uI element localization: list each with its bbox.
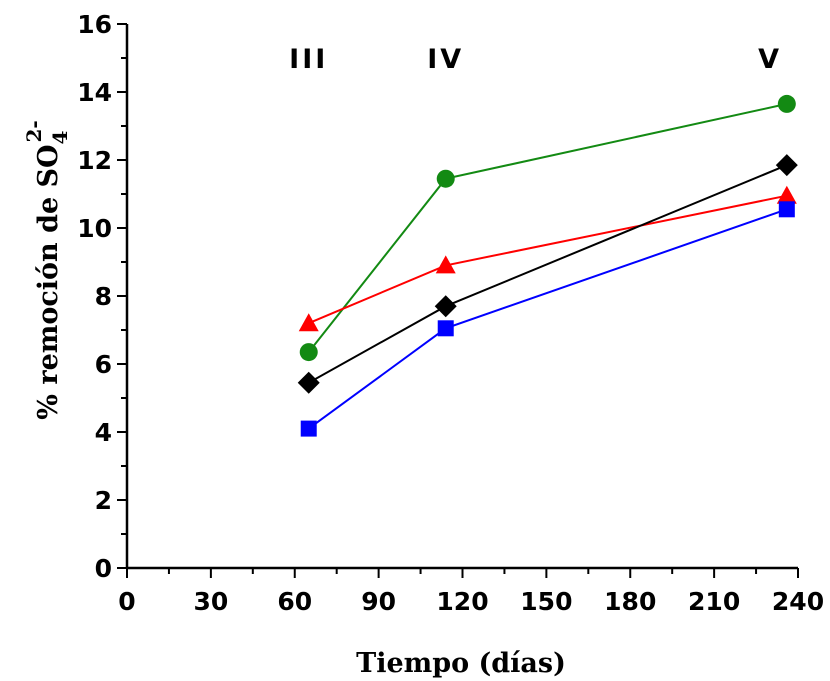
series-square: [300, 201, 795, 437]
y-tick-label: 8: [95, 282, 112, 311]
y-axis-title-superscript: 2-: [22, 120, 46, 142]
series-line: [308, 164, 788, 384]
y-tick-label: 10: [77, 214, 112, 243]
x-tick-label: 0: [118, 587, 135, 616]
y-tick-label: 2: [95, 486, 112, 515]
series-diamond: [297, 154, 798, 394]
data-point: [778, 201, 795, 218]
x-tick-label: 120: [436, 587, 488, 616]
svg-text:% remoción de SO42-: % remoción de SO42-: [22, 120, 72, 419]
x-tick-label: 210: [688, 587, 740, 616]
data-point: [437, 320, 454, 337]
data-point: [436, 169, 455, 188]
series-layer: [297, 94, 798, 437]
data-point: [775, 154, 798, 177]
stage-label: IV: [427, 44, 464, 75]
data-point: [777, 94, 796, 113]
y-tick-label: 6: [95, 350, 112, 379]
data-point: [300, 420, 317, 437]
stage-label: III: [289, 44, 328, 75]
stage-label: V: [758, 44, 782, 75]
y-tick-label: 16: [77, 10, 112, 39]
data-point: [299, 343, 318, 362]
x-tick-label: 30: [193, 587, 228, 616]
x-tick-label: 240: [772, 587, 824, 616]
y-tick-label: 12: [77, 146, 112, 175]
y-axis-title-main: % remoción de SO: [33, 144, 64, 419]
axis-ticks: 0 30 60 90 120 150 180 210 240 0 2 4 6 8 10 12 14 16: [77, 10, 824, 616]
series-line: [308, 194, 788, 325]
y-axis-title-subscript: 4: [48, 130, 72, 144]
data-point: [434, 295, 457, 318]
y-axis-title: % remoción de SO42-: [22, 120, 72, 419]
y-tick-label: 0: [95, 554, 112, 583]
series-line: [307, 102, 788, 353]
x-tick-label: 90: [361, 587, 396, 616]
series-line: [308, 208, 788, 430]
y-tick-label: 4: [95, 418, 112, 447]
x-tick-label: 180: [604, 587, 656, 616]
series-triangle: [298, 185, 797, 332]
x-tick-label: 60: [277, 587, 312, 616]
data-point: [435, 255, 456, 274]
x-axis-title: Tiempo (días): [356, 648, 566, 679]
data-point: [297, 371, 320, 394]
series-circle: [299, 94, 796, 362]
data-point: [298, 313, 319, 332]
plot-frame: [125, 24, 798, 570]
y-tick-label: 14: [77, 78, 112, 107]
stage-annotations: III IV V: [289, 44, 782, 75]
x-tick-label: 150: [520, 587, 572, 616]
data-point: [776, 185, 797, 204]
